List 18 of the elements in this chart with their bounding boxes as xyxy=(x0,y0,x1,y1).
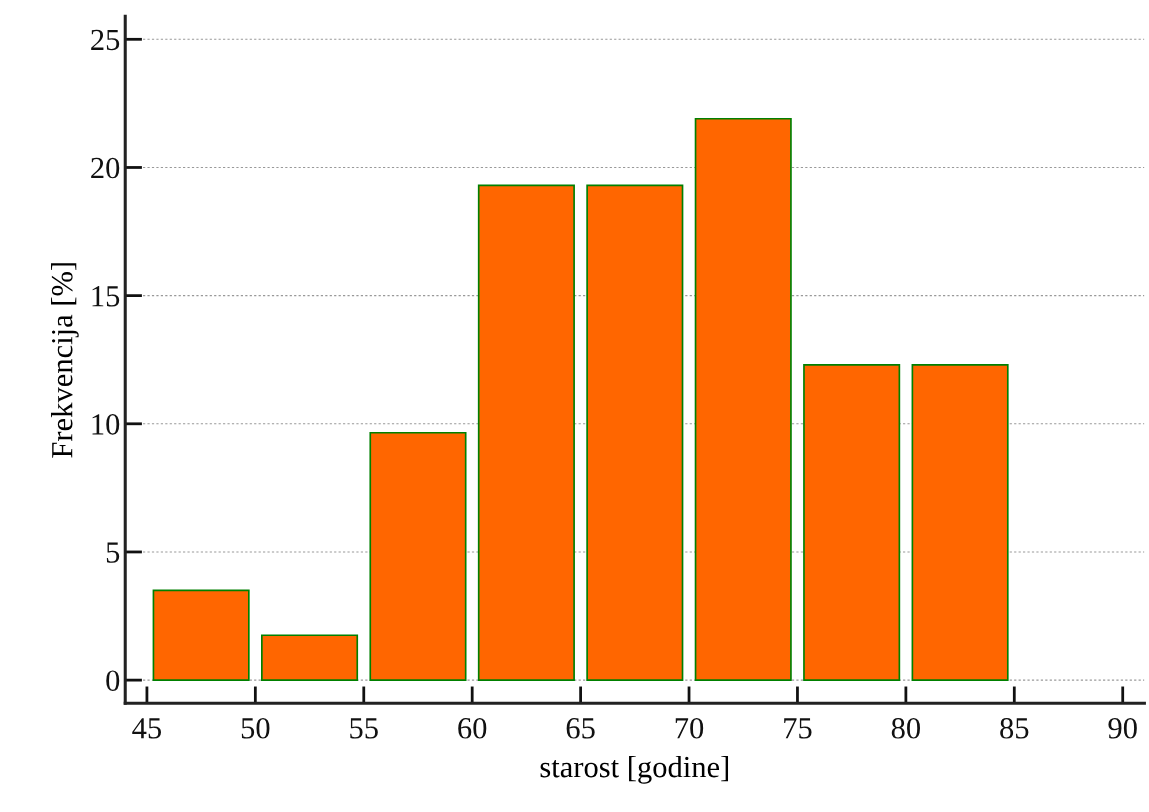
y-tick-label: 5 xyxy=(106,542,120,563)
x-tick-label: 70 xyxy=(675,717,704,739)
x-tick-label: 45 xyxy=(132,718,162,739)
x-axis-title: starost [godine] xyxy=(540,755,729,784)
x-tick-label: 80 xyxy=(891,717,920,739)
x-tick-label: 60 xyxy=(458,717,487,739)
x-tick-label: 90 xyxy=(1108,717,1137,739)
x-tick-label: 65 xyxy=(566,718,595,739)
y-axis-title: Frekvencija [%] xyxy=(51,263,79,458)
y-tick-label: 15 xyxy=(92,286,120,307)
x-tick-label: 75 xyxy=(784,718,812,739)
y-tick-label: 10 xyxy=(92,414,120,435)
y-tick-label: 25 xyxy=(91,29,120,51)
x-tick-label: 50 xyxy=(241,717,270,739)
y-tick-label: 20 xyxy=(91,157,120,179)
x-tick-label: 85 xyxy=(1000,717,1029,739)
y-tick-label: 0 xyxy=(106,670,120,692)
x-tick-label: 55 xyxy=(350,718,378,739)
